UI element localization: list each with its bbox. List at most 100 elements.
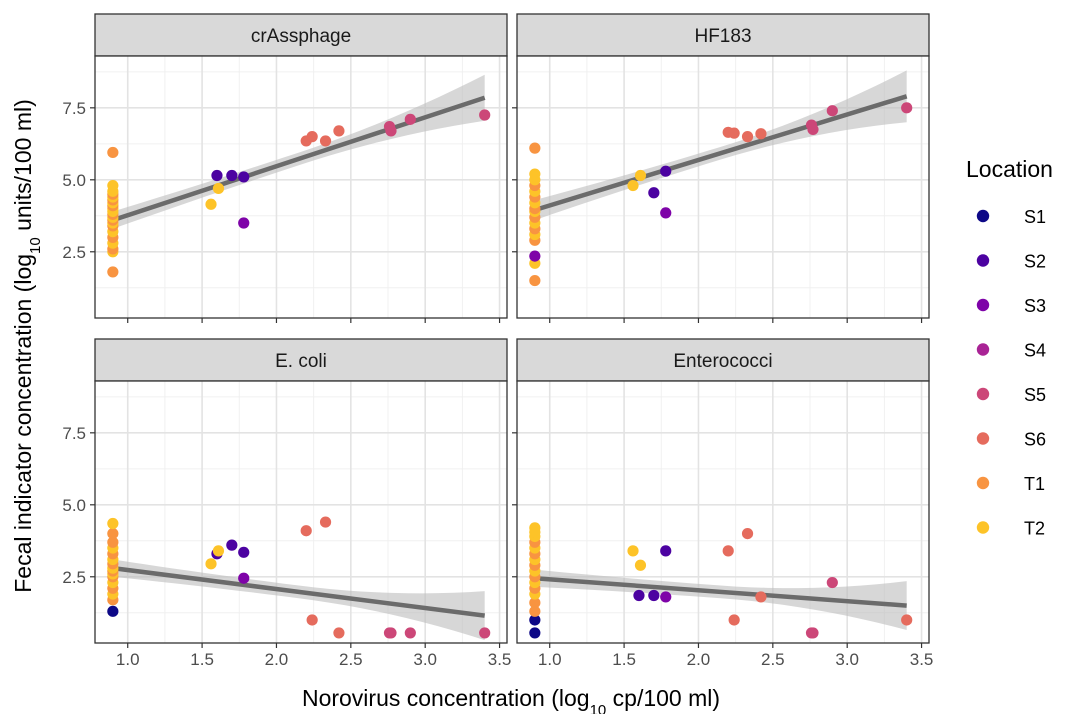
legend-swatch [976, 476, 990, 490]
x-axis-title: Norovirus concentration (log10 cp/100 ml… [302, 685, 720, 714]
legend-swatch [976, 209, 990, 223]
data-point-s6 [306, 614, 318, 626]
x-tick-label: 3.0 [835, 650, 859, 669]
panel-border [516, 55, 930, 319]
data-point-s1 [529, 627, 541, 639]
regression-line [534, 575, 907, 608]
data-point-s6 [333, 627, 345, 639]
data-point-t2 [627, 545, 639, 557]
x-tick-label: 2.0 [687, 650, 711, 669]
y-tick-label: 7.5 [62, 99, 86, 118]
data-point-s2 [226, 539, 238, 551]
data-point-s2 [211, 169, 223, 182]
data-point-t1 [107, 527, 119, 540]
data-point-t1 [529, 605, 541, 617]
regression-line [534, 94, 908, 213]
data-point-s5 [404, 113, 416, 125]
legend-item-s4: S4 [976, 341, 1046, 361]
data-point-s5 [385, 125, 397, 137]
y-tick-label: 7.5 [62, 424, 86, 443]
data-point-s5 [901, 102, 913, 114]
data-point-t2 [212, 182, 225, 195]
panel-hf183: HF183 [512, 13, 930, 323]
data-point-t2 [627, 179, 639, 192]
data-point-t1 [529, 274, 541, 287]
data-point-s6 [306, 131, 318, 143]
legend-label: S4 [1024, 341, 1046, 361]
x-tick-label: 2.5 [339, 650, 363, 669]
data-point-s6 [728, 614, 740, 626]
x-tick-label: 2.5 [761, 650, 785, 669]
legend-label: S5 [1024, 385, 1046, 405]
data-point-s2 [226, 169, 238, 182]
data-point-t2 [212, 545, 225, 557]
data-point-t2 [634, 169, 647, 182]
legend-item-t1: T1 [976, 474, 1045, 494]
data-point-s2 [238, 171, 250, 183]
panel-strip-title: crAssphage [251, 26, 351, 47]
x-tick-label: 3.0 [413, 650, 437, 669]
panel-border [94, 55, 508, 319]
x-tick-label: 1.5 [190, 650, 214, 669]
legend-item-s3: S3 [976, 296, 1046, 316]
legend-swatch [976, 521, 990, 534]
panel-e-coli: E. coli 2.5 5.0 7.5 1.0 1.5 2.0 2.5 3.0 3.5 [62, 338, 511, 669]
data-point-s5 [826, 105, 838, 117]
data-point-t1 [107, 536, 119, 548]
legend-label: S3 [1024, 296, 1046, 316]
data-point-s6 [741, 131, 754, 143]
legend-label: S6 [1024, 430, 1046, 450]
y-tick-label: 5.0 [62, 171, 86, 190]
panel-strip-title: HF183 [694, 26, 751, 47]
data-point-s2 [660, 165, 672, 177]
legend-label: T2 [1024, 519, 1045, 539]
data-point-s6 [755, 128, 767, 140]
data-point-s6 [722, 545, 734, 557]
regression-line [112, 95, 486, 223]
y-tick-label: 2.5 [62, 243, 86, 262]
data-point-t1 [107, 266, 119, 278]
panel-border [516, 380, 930, 644]
legend-swatch [976, 298, 990, 312]
data-point-s6 [319, 516, 332, 528]
legend-item-s1: S1 [976, 207, 1046, 227]
data-point-s6 [319, 135, 332, 147]
data-point-s6 [755, 591, 767, 603]
legend-item-s6: S6 [976, 430, 1046, 450]
data-point-s2 [238, 546, 250, 558]
panel-crassphage: crAssphage 2.5 5.0 7.5 [62, 13, 508, 323]
data-point-s6 [741, 527, 754, 540]
data-point-s6 [901, 614, 913, 626]
data-point-s5 [826, 576, 838, 589]
data-point-s3 [660, 591, 672, 603]
x-tick-label: 3.5 [910, 650, 934, 669]
data-point-s5 [385, 627, 397, 639]
data-point-s6 [333, 125, 345, 137]
panel-strip-title: Enterococci [673, 351, 772, 372]
data-point-s5 [479, 627, 491, 639]
y-axis-title: Fecal indicator concentration (log10 uni… [10, 99, 44, 593]
data-point-t2 [634, 559, 647, 571]
data-point-t1 [529, 142, 541, 154]
data-point-s2 [660, 545, 672, 557]
x-tick-label: 1.0 [538, 650, 562, 669]
data-point-s5 [404, 627, 416, 639]
legend-swatch [976, 254, 990, 267]
data-point-s6 [728, 127, 740, 139]
data-point-s1 [529, 614, 541, 626]
data-point-t2 [107, 517, 119, 530]
data-point-s3 [660, 207, 672, 219]
legend-swatch [976, 343, 990, 356]
data-point-s1 [107, 605, 119, 617]
data-point-t1 [529, 597, 541, 609]
data-point-s3 [238, 217, 250, 229]
data-point-s3 [238, 572, 250, 584]
y-tick-label: 2.5 [62, 568, 86, 587]
data-point-t1 [107, 146, 119, 159]
data-point-s2 [648, 187, 660, 199]
data-point-s5 [807, 123, 819, 136]
data-point-s3 [529, 250, 541, 262]
legend-title: Location [966, 156, 1053, 182]
panel-strip [94, 13, 508, 57]
